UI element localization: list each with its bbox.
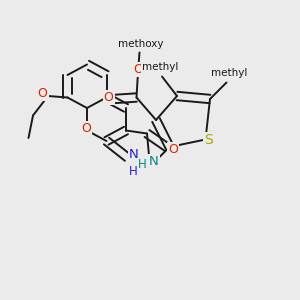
Text: O: O: [38, 87, 47, 100]
Text: O: O: [168, 143, 178, 156]
Text: H: H: [129, 165, 138, 178]
Text: N: N: [149, 154, 158, 168]
Text: methyl: methyl: [211, 68, 248, 78]
Text: O: O: [134, 63, 143, 76]
Text: methyl: methyl: [142, 62, 179, 72]
Text: S: S: [204, 133, 213, 147]
Text: H: H: [138, 158, 147, 172]
Text: O: O: [82, 122, 91, 135]
Text: N: N: [129, 148, 138, 161]
Text: O: O: [104, 91, 113, 104]
Text: methoxy: methoxy: [118, 39, 164, 49]
